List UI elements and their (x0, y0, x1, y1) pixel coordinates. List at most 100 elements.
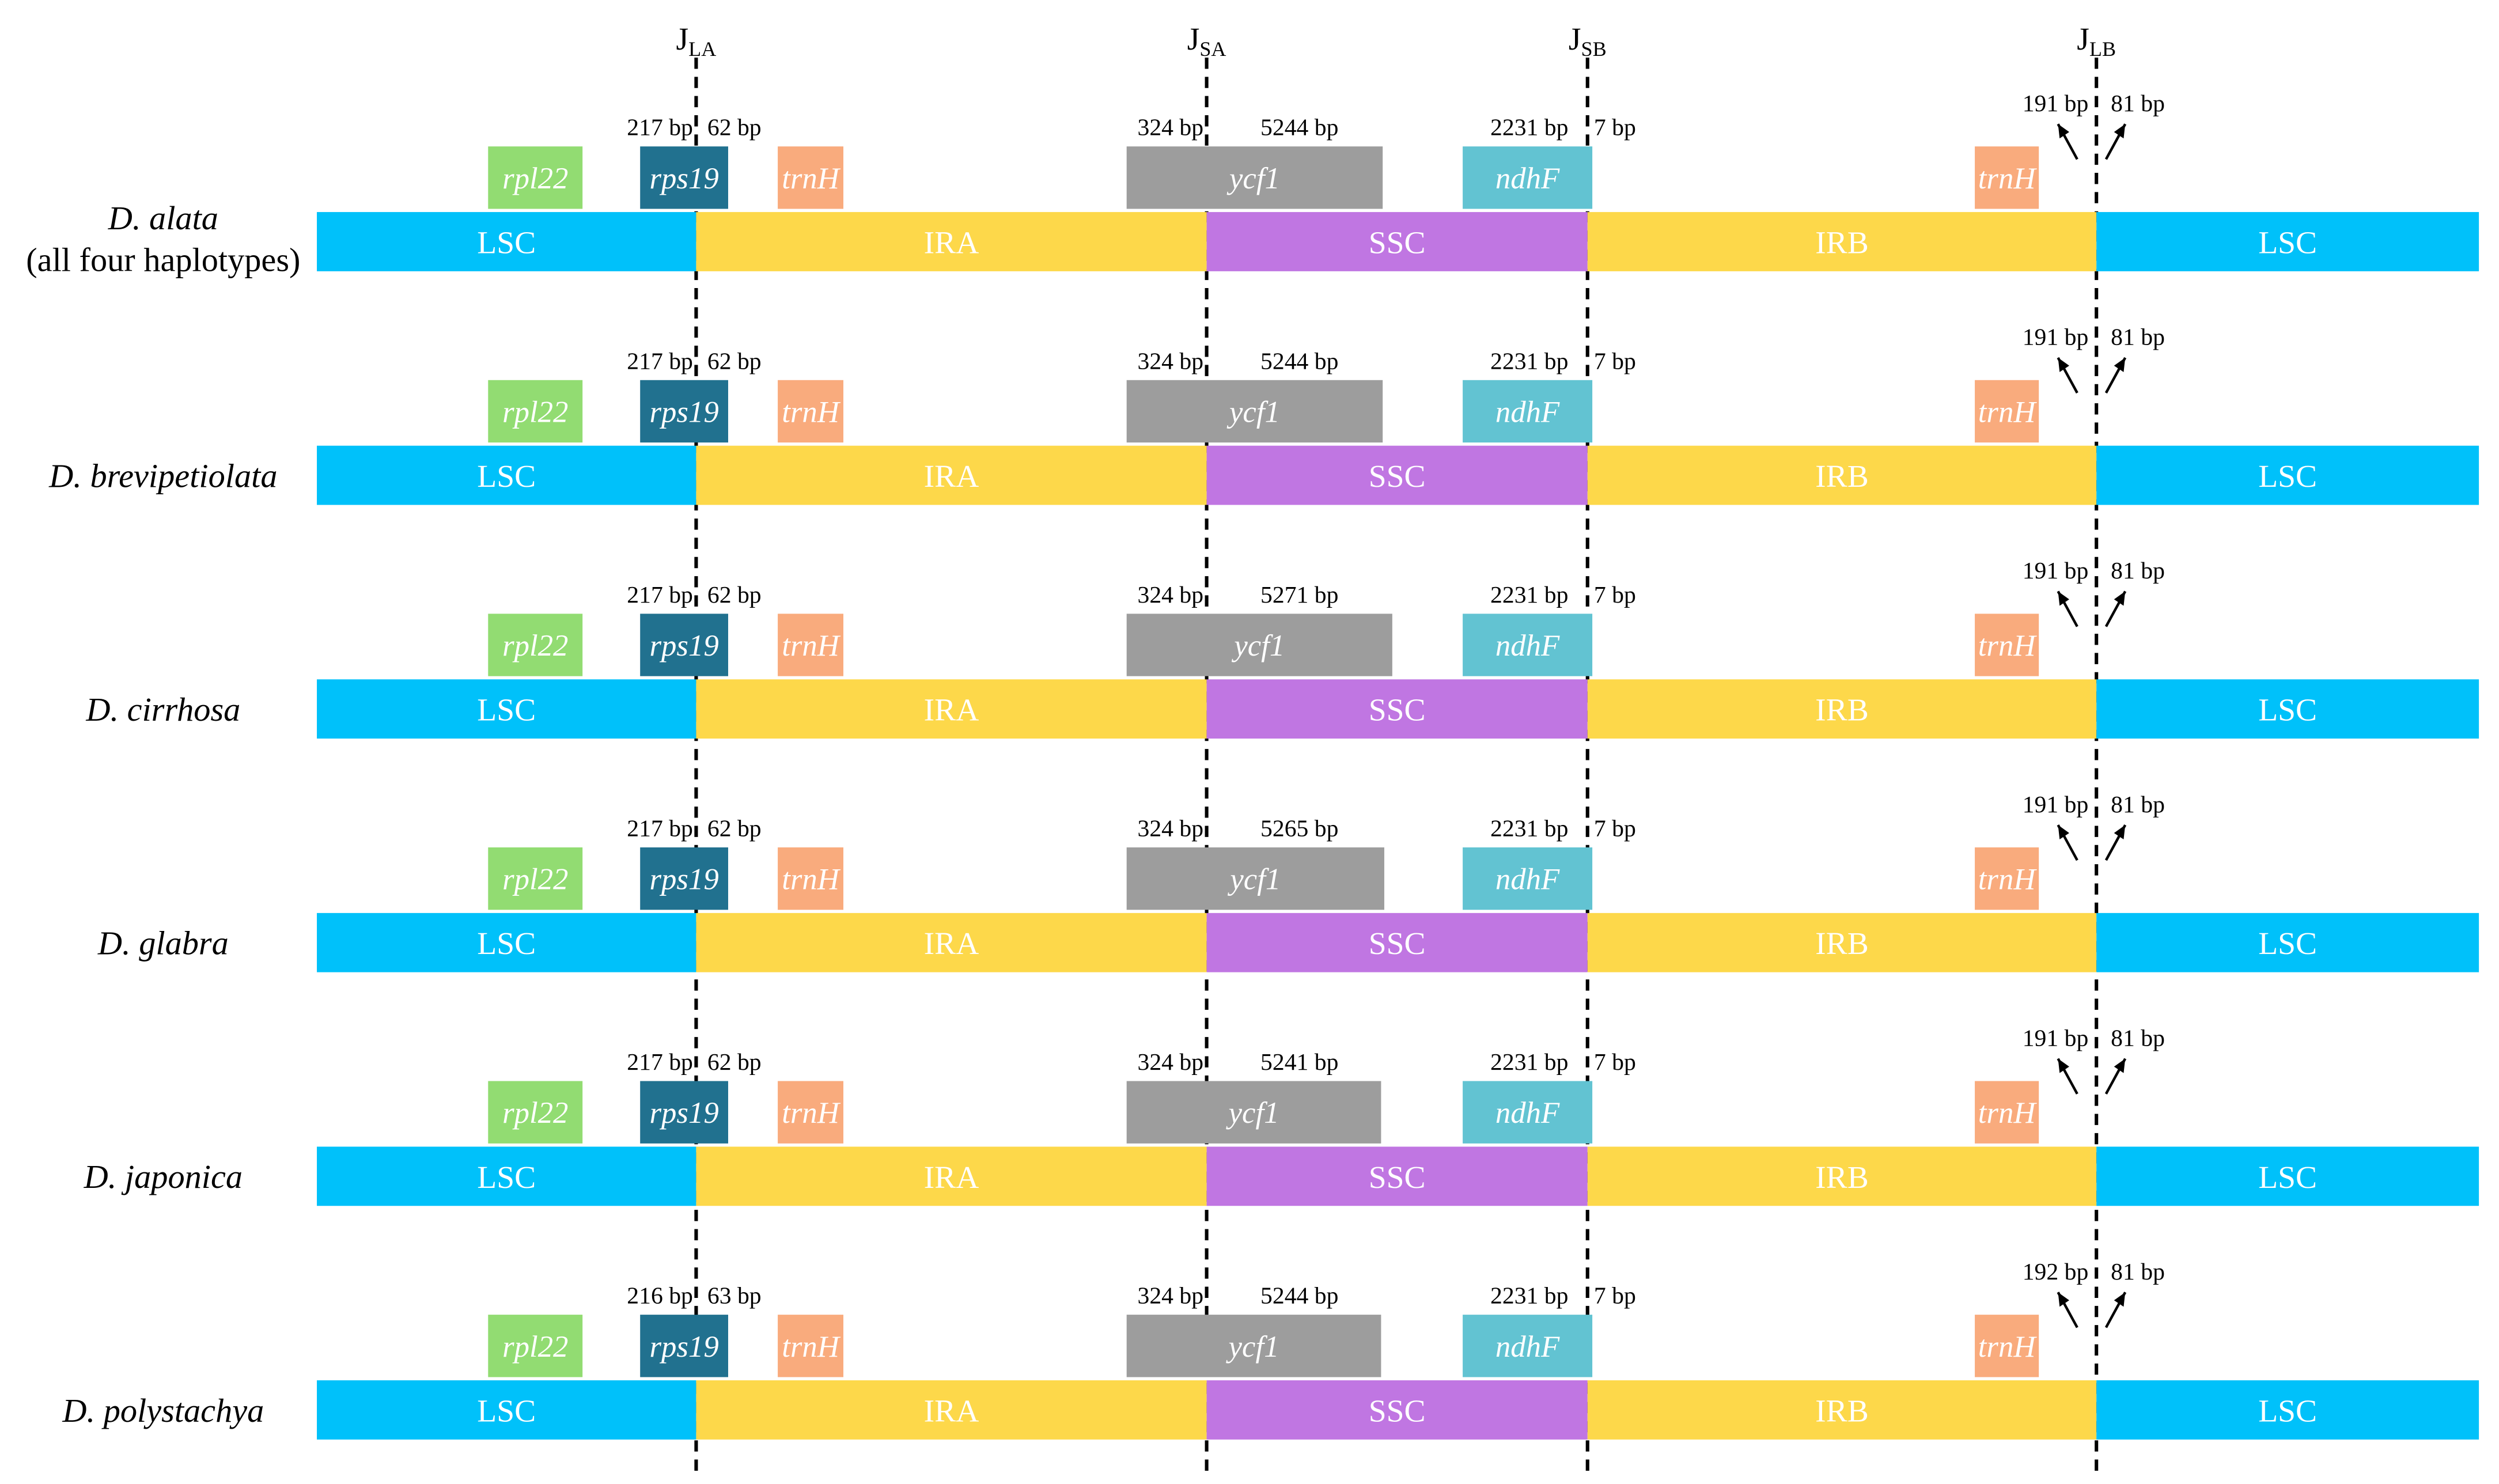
region-lsc-segment (2096, 1380, 2479, 1440)
bp-label-ycf1-right: 5265 bp (1260, 816, 1338, 842)
region-label: IRB (1815, 225, 1869, 260)
gene-rps19-box (640, 146, 728, 209)
region-lsc-segment (317, 445, 696, 505)
gene-ndhf-box (1463, 146, 1593, 209)
gene-trnh-box (778, 380, 844, 443)
region-ira-segment (696, 212, 1207, 271)
bp-label-trnh-right: 81 bp (2111, 792, 2165, 818)
bp-label-trnh-right: 81 bp (2111, 558, 2165, 584)
bp-label-rps19-right: 63 bp (707, 1283, 762, 1309)
gene-rpl22-box (488, 1081, 583, 1144)
bp-label-ycf1-left: 324 bp (1137, 1283, 1203, 1309)
bp-label-trnh-left: 191 bp (2023, 792, 2089, 818)
gene-trnh-label: trnH (782, 395, 841, 429)
gene-trnh-box (1975, 146, 2039, 209)
gene-rpl22-label: rpl22 (502, 162, 568, 195)
gene-trnh-label: trnH (782, 162, 841, 195)
species-name: D. polystachya (62, 1392, 264, 1429)
arrow-right-head (2114, 124, 2126, 139)
bp-label-ycf1-right: 5241 bp (1260, 1049, 1338, 1076)
gene-ndhf-label: ndhF (1495, 395, 1560, 429)
gene-trnh-box (1975, 614, 2039, 676)
region-irb-segment (1587, 445, 2097, 505)
bp-label-ycf1-left: 324 bp (1137, 816, 1203, 842)
junction-sub: LA (688, 37, 716, 60)
bp-label-ndhF-left: 2231 bp (1490, 115, 1568, 141)
bp-label-rps19-left: 217 bp (627, 816, 693, 842)
row-2: LSC IRA SSC IRB LSC rpl22 rps19 trnH ycf1 ndhF trn… (48, 324, 2479, 505)
region-ssc-segment (1206, 212, 1588, 271)
region-label: IRB (1815, 459, 1869, 494)
region-lsc-segment (317, 212, 696, 271)
region-label: LSC (2258, 1393, 2317, 1429)
bp-label-rps19-right: 62 bp (707, 348, 762, 374)
region-ssc-segment (1206, 445, 1588, 505)
arrow-left-head (2058, 357, 2069, 372)
bp-label-ndhF-left: 2231 bp (1490, 348, 1568, 374)
junction-label-text: JSA (1187, 21, 1226, 60)
arrow-left-head (2058, 1292, 2069, 1307)
gene-rps19-box (640, 614, 728, 676)
region-label: IRA (924, 225, 979, 260)
bp-label-ycf1-right: 5271 bp (1260, 582, 1338, 608)
region-label: LSC (2258, 692, 2317, 728)
gene-ycf1-box (1126, 847, 1384, 910)
region-ira-segment (696, 913, 1207, 972)
bp-label-ndhF-right: 7 bp (1594, 1283, 1636, 1309)
bp-label-rps19-right: 62 bp (707, 115, 762, 141)
gene-rps19-label: rps19 (649, 629, 718, 662)
gene-trnh-box (778, 614, 844, 676)
gene-rpl22-label: rpl22 (502, 863, 568, 896)
row-4: LSC IRA SSC IRB LSC rpl22 rps19 trnH ycf1 ndhF trn… (97, 792, 2479, 972)
species-name: D. cirrhosa (85, 691, 240, 728)
gene-ndhf-box (1463, 847, 1593, 910)
gene-rps19-label: rps19 (649, 395, 718, 429)
gene-trnh-label: trnH (1978, 1096, 2038, 1130)
junction-label-2: JSA (1187, 21, 1226, 60)
gene-trnh-label: trnH (782, 1330, 841, 1364)
bp-label-rps19-left: 217 bp (627, 582, 693, 608)
gene-ycf1-label: ycf1 (1226, 395, 1280, 429)
region-ssc-segment (1206, 913, 1588, 972)
region-label: SSC (1369, 1160, 1426, 1195)
row-6: LSC IRA SSC IRB LSC rpl22 rps19 trnH ycf1 ndhF trn… (62, 1259, 2479, 1440)
region-ssc-segment (1206, 679, 1588, 739)
region-label: LSC (2258, 926, 2317, 961)
gene-ycf1-box (1126, 614, 1392, 676)
region-irb-segment (1587, 1146, 2097, 1206)
bp-label-ycf1-right: 5244 bp (1260, 115, 1338, 141)
junction-label-text: JLB (2077, 21, 2116, 60)
bp-label-rps19-left: 216 bp (627, 1283, 693, 1309)
bp-label-trnh-left: 191 bp (2023, 1025, 2089, 1051)
bp-label-trnh-left: 192 bp (2023, 1259, 2089, 1285)
region-lsc-segment (2096, 445, 2479, 505)
gene-ycf1-box (1126, 1081, 1381, 1144)
region-ira-segment (696, 1146, 1207, 1206)
region-label: IRA (924, 1393, 979, 1429)
bp-label-ycf1-left: 324 bp (1137, 582, 1203, 608)
bp-label-ndhF-right: 7 bp (1594, 816, 1636, 842)
bp-label-ndhF-right: 7 bp (1594, 582, 1636, 608)
bp-label-trnh-right: 81 bp (2111, 1259, 2165, 1285)
species-name: D. brevipetiolata (48, 457, 277, 494)
gene-rpl22-box (488, 380, 583, 443)
gene-ndhf-box (1463, 614, 1593, 676)
region-label: SSC (1369, 459, 1426, 494)
gene-rpl22-box (488, 146, 583, 209)
region-irb-segment (1587, 679, 2097, 739)
gene-trnh-label: trnH (1978, 395, 2038, 429)
bp-label-trnh-left: 191 bp (2023, 558, 2089, 584)
gene-ycf1-box (1126, 1315, 1381, 1377)
gene-ycf1-label: ycf1 (1231, 629, 1285, 662)
region-lsc-segment (317, 679, 696, 739)
gene-trnh-label: trnH (782, 629, 841, 662)
gene-trnh-box (1975, 847, 2039, 910)
arrow-right-head (2114, 1292, 2126, 1307)
region-label: IRB (1815, 1393, 1869, 1429)
region-label: LSC (477, 225, 536, 260)
gene-rps19-label: rps19 (649, 1330, 718, 1364)
bp-label-ndhF-left: 2231 bp (1490, 816, 1568, 842)
row-5: LSC IRA SSC IRB LSC rpl22 rps19 trnH ycf1 ndhF trn… (84, 1025, 2479, 1206)
gene-rps19-box (640, 847, 728, 910)
